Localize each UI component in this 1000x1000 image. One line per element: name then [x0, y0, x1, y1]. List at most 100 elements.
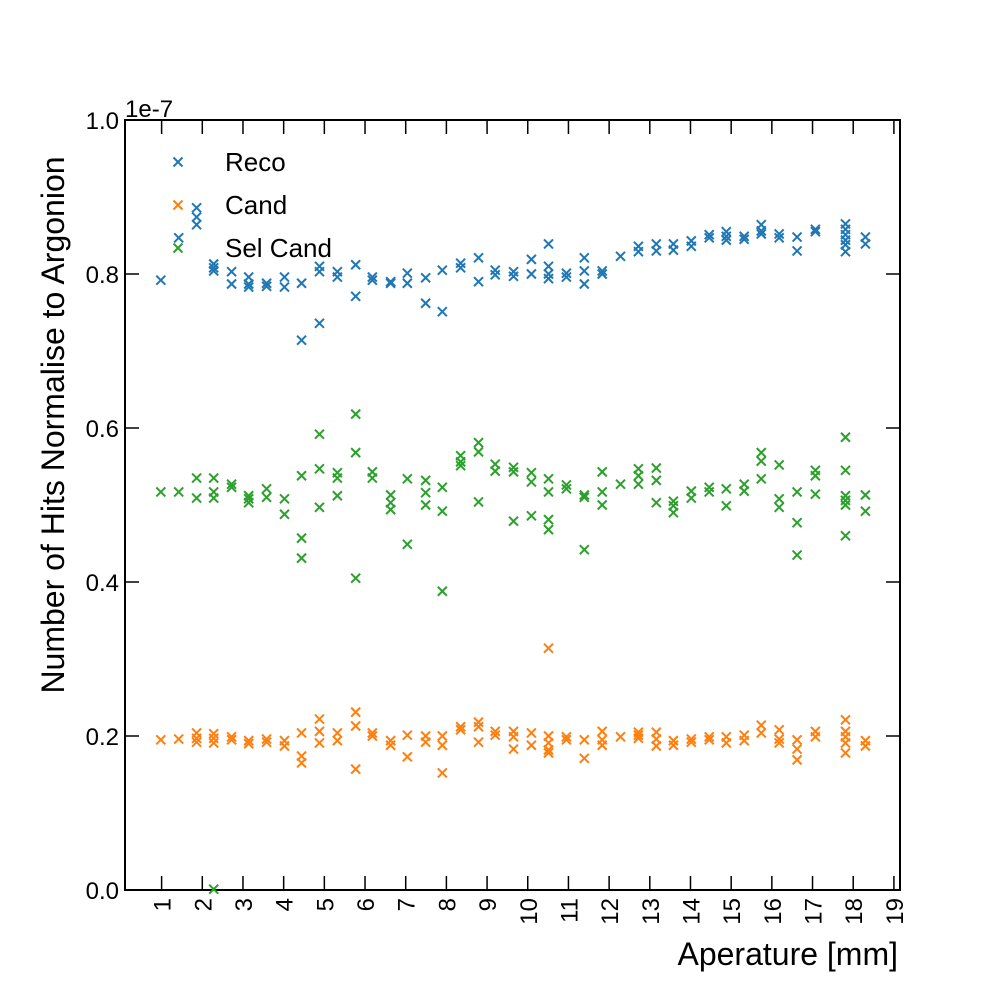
- y-tick-label: 1.0: [86, 108, 119, 135]
- data-point: [756, 720, 767, 731]
- data-point: [668, 735, 679, 746]
- data-point: [596, 265, 608, 277]
- data-point: [791, 743, 803, 755]
- data-point: [490, 264, 501, 276]
- y-tick-label: 0.2: [86, 724, 119, 751]
- data-point: [686, 241, 697, 252]
- data-point: [437, 264, 448, 276]
- data-point: [579, 252, 590, 264]
- data-point: [173, 733, 184, 745]
- x-tick-label: 8: [434, 898, 461, 911]
- data-point: [314, 737, 325, 749]
- data-point: [455, 721, 466, 732]
- data-point: [350, 763, 361, 775]
- x-tick-label: 2: [190, 898, 217, 911]
- legend-marker: [172, 156, 184, 168]
- data-point: [314, 726, 325, 737]
- data-point: [840, 490, 851, 501]
- data-point: [651, 497, 662, 508]
- data-point: [508, 731, 519, 742]
- data-point: [773, 502, 785, 513]
- x-tick-label: 10: [516, 898, 543, 925]
- data-point: [279, 281, 290, 293]
- data-point: [350, 572, 361, 584]
- data-point: [791, 231, 803, 243]
- data-point: [332, 735, 343, 746]
- data-point: [773, 493, 785, 505]
- data-point: [810, 224, 821, 235]
- data-point: [437, 586, 448, 597]
- data-point: [596, 740, 608, 751]
- data-point: [208, 884, 219, 895]
- data-point: [473, 276, 484, 287]
- legend-label: Reco: [225, 147, 286, 177]
- data-point: [579, 265, 590, 277]
- data-point: [226, 731, 237, 742]
- data-point: [756, 225, 767, 237]
- data-point: [473, 721, 484, 732]
- data-point: [756, 447, 767, 458]
- data-point: [810, 226, 821, 237]
- data-point: [840, 432, 851, 443]
- data-point: [721, 500, 732, 511]
- data-point: [840, 465, 851, 476]
- data-point: [226, 278, 237, 290]
- data-point: [756, 473, 767, 485]
- data-point: [840, 246, 851, 257]
- data-point: [191, 219, 202, 230]
- data-point: [243, 493, 254, 505]
- data-point: [226, 734, 237, 746]
- data-point: [296, 335, 307, 346]
- data-point: [191, 492, 202, 504]
- data-point: [243, 738, 254, 749]
- data-point: [668, 507, 679, 518]
- data-point: [208, 737, 219, 749]
- data-point: [226, 266, 237, 277]
- data-point: [385, 740, 396, 751]
- data-point: [508, 466, 519, 478]
- data-point: [261, 483, 272, 495]
- data-point: [543, 486, 554, 498]
- data-point: [543, 524, 554, 535]
- data-point: [860, 489, 871, 501]
- data-point: [490, 730, 501, 741]
- data-point: [296, 552, 307, 564]
- data-point: [526, 254, 537, 265]
- data-point: [543, 514, 554, 525]
- data-point: [261, 278, 272, 289]
- data-point: [490, 726, 501, 737]
- data-point: [350, 720, 361, 732]
- data-point: [261, 492, 272, 503]
- data-point: [385, 278, 396, 289]
- data-point: [651, 462, 662, 474]
- data-point: [332, 271, 343, 283]
- data-point: [791, 517, 803, 528]
- data-point: [226, 479, 237, 490]
- data-point: [367, 274, 378, 286]
- data-point: [773, 724, 785, 736]
- data-point: [840, 714, 851, 726]
- data-point: [703, 229, 715, 240]
- data-point: [243, 281, 254, 293]
- data-point: [385, 735, 396, 746]
- x-tick-label: 13: [638, 898, 665, 925]
- data-point: [668, 495, 679, 507]
- data-point: [490, 465, 501, 477]
- data-point: [261, 733, 272, 745]
- data-point: [791, 549, 803, 561]
- data-point: [840, 499, 851, 511]
- data-point: [543, 261, 554, 272]
- data-point: [738, 735, 750, 746]
- data-point: [332, 727, 343, 739]
- data-point: [543, 744, 554, 756]
- data-point: [191, 211, 202, 223]
- data-point: [367, 271, 378, 283]
- data-point: [437, 767, 448, 779]
- data-point: [579, 544, 590, 555]
- data-point: [208, 728, 219, 739]
- data-point: [756, 727, 767, 739]
- y-tick-label: 0.8: [86, 262, 119, 289]
- data-point: [437, 482, 448, 493]
- data-point: [296, 470, 307, 481]
- data-point: [579, 734, 590, 746]
